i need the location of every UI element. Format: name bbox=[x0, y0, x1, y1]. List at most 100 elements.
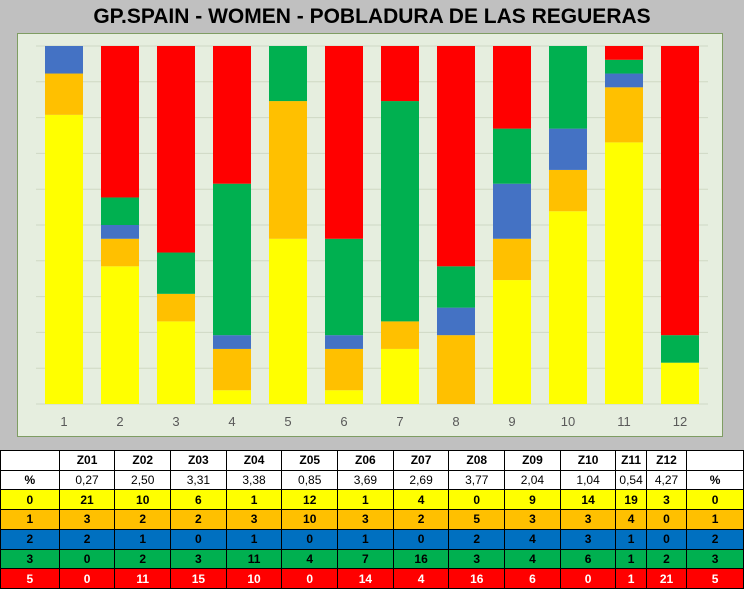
score-label-cell: 0 bbox=[686, 489, 744, 511]
percent-value-cell: 4,27 bbox=[645, 469, 688, 491]
bar-segment-2-score-2 bbox=[101, 225, 139, 239]
score-label-cell: 5 bbox=[686, 568, 744, 589]
score-count-cell: 9 bbox=[504, 489, 561, 511]
bar-segment-3-score-5 bbox=[157, 46, 195, 253]
score-count-cell: 3 bbox=[58, 509, 116, 530]
bar-segment-9-score-1 bbox=[493, 238, 531, 281]
percent-row: % 0,27 2,50 3,31 3,38 0,85 3,69 2,69 3,77 2,04 1,0… bbox=[0, 469, 744, 491]
score-count-cell: 6 bbox=[170, 489, 227, 511]
bar-segment-9-score-5 bbox=[493, 46, 531, 129]
bar-segment-4-score-5 bbox=[213, 46, 251, 184]
percent-value-cell: 2,04 bbox=[504, 469, 561, 491]
zone-header-cell: Z07 bbox=[392, 450, 450, 471]
bar-segment-4-score-3 bbox=[213, 183, 251, 336]
bar-segment-4-score-0 bbox=[213, 390, 251, 404]
score-label-cell: 1 bbox=[686, 509, 744, 530]
score-count-cell: 3 bbox=[559, 528, 617, 550]
score-label-cell: 0 bbox=[0, 489, 60, 511]
score-count-cell: 11 bbox=[225, 548, 283, 570]
percent-value-cell: 3,77 bbox=[448, 469, 506, 491]
x-tick-label: 11 bbox=[617, 414, 631, 429]
percent-value-cell: 3,31 bbox=[170, 469, 227, 491]
percent-value-cell: 3,69 bbox=[337, 469, 394, 491]
bar-segment-10-score-2 bbox=[549, 128, 587, 170]
score-count-cell: 2 bbox=[58, 528, 116, 550]
score-row-3: 3 0 2 3 11 4 7 16 3 4 6 1 2 3 bbox=[0, 548, 744, 570]
score-count-cell: 1 bbox=[225, 528, 283, 550]
bar-segment-12-score-3 bbox=[661, 335, 699, 363]
score-count-cell: 10 bbox=[281, 509, 339, 530]
zone-header-cell: Z03 bbox=[170, 450, 227, 471]
zone-header-cell: Z11 bbox=[615, 450, 647, 471]
score-count-cell: 4 bbox=[392, 489, 450, 511]
bar-segment-6-score-5 bbox=[325, 46, 363, 239]
score-count-cell: 4 bbox=[281, 548, 339, 570]
score-count-cell: 2 bbox=[645, 548, 688, 570]
score-count-cell: 15 bbox=[170, 568, 227, 589]
score-count-cell: 3 bbox=[559, 509, 617, 530]
bar-segment-6-score-2 bbox=[325, 335, 363, 349]
chart-title: GP.SPAIN - WOMEN - POBLADURA DE LAS REGU… bbox=[93, 5, 651, 28]
x-tick-label: 10 bbox=[561, 414, 575, 429]
bar-segment-10-score-0 bbox=[549, 211, 587, 404]
bar-segment-2-score-1 bbox=[101, 238, 139, 267]
percent-label-cell: % bbox=[686, 469, 744, 491]
bar-segment-11-score-3 bbox=[605, 59, 643, 74]
percent-value-cell: 2,69 bbox=[392, 469, 450, 491]
bar-segment-10-score-3 bbox=[549, 46, 587, 129]
empty-cell bbox=[0, 450, 60, 471]
score-count-cell: 19 bbox=[615, 489, 647, 511]
zone-header-cell: Z05 bbox=[281, 450, 339, 471]
score-count-cell: 16 bbox=[392, 548, 450, 570]
bar-segment-11-score-5 bbox=[605, 46, 643, 60]
score-count-cell: 2 bbox=[448, 528, 506, 550]
x-tick-label: 1 bbox=[60, 414, 67, 429]
bar-segment-12-score-0 bbox=[661, 362, 699, 404]
bar-segment-11-score-2 bbox=[605, 73, 643, 88]
score-label-cell: 2 bbox=[686, 528, 744, 550]
score-label-cell: 5 bbox=[0, 568, 60, 589]
score-count-cell: 5 bbox=[448, 509, 506, 530]
score-count-cell: 16 bbox=[448, 568, 506, 589]
bar-segment-5-score-1 bbox=[269, 101, 307, 239]
score-count-cell: 0 bbox=[58, 568, 116, 589]
bar-segment-6-score-3 bbox=[325, 238, 363, 336]
bar-segment-9-score-3 bbox=[493, 128, 531, 184]
score-count-cell: 0 bbox=[281, 528, 339, 550]
x-tick-label: 9 bbox=[508, 414, 515, 429]
score-count-cell: 4 bbox=[504, 528, 561, 550]
bar-segment-3-score-1 bbox=[157, 293, 195, 322]
bar-segment-7-score-0 bbox=[381, 348, 419, 404]
bar-segment-7-score-1 bbox=[381, 321, 419, 349]
score-count-cell: 7 bbox=[337, 548, 394, 570]
score-count-cell: 4 bbox=[392, 568, 450, 589]
zone-header-cell: Z12 bbox=[645, 450, 688, 471]
percent-value-cell: 1,04 bbox=[559, 469, 617, 491]
score-count-cell: 0 bbox=[58, 548, 116, 570]
bar-segment-8-score-1 bbox=[437, 335, 475, 404]
score-label-cell: 3 bbox=[686, 548, 744, 570]
score-count-cell: 10 bbox=[225, 568, 283, 589]
x-tick-label: 12 bbox=[673, 414, 687, 429]
bar-segment-7-score-5 bbox=[381, 46, 419, 102]
bar-segment-12-score-5 bbox=[661, 46, 699, 336]
score-count-cell: 3 bbox=[448, 548, 506, 570]
score-count-cell: 3 bbox=[225, 509, 283, 530]
bar-segment-2-score-5 bbox=[101, 46, 139, 198]
x-tick-label: 8 bbox=[452, 414, 459, 429]
bar-segment-4-score-2 bbox=[213, 335, 251, 349]
score-count-cell: 1 bbox=[337, 528, 394, 550]
x-tick-label: 5 bbox=[284, 414, 291, 429]
percent-value-cell: 0,27 bbox=[58, 469, 116, 491]
zone-header-cell: Z08 bbox=[448, 450, 506, 471]
bar-segment-9-score-0 bbox=[493, 280, 531, 404]
score-count-cell: 14 bbox=[559, 489, 617, 511]
score-count-cell: 1 bbox=[114, 528, 172, 550]
x-tick-label: 6 bbox=[340, 414, 347, 429]
bar-segment-1-score-1 bbox=[45, 73, 83, 115]
percent-value-cell: 2,50 bbox=[114, 469, 172, 491]
bar-segment-5-score-0 bbox=[269, 238, 307, 404]
score-count-cell: 0 bbox=[170, 528, 227, 550]
percent-value-cell: 3,38 bbox=[225, 469, 283, 491]
